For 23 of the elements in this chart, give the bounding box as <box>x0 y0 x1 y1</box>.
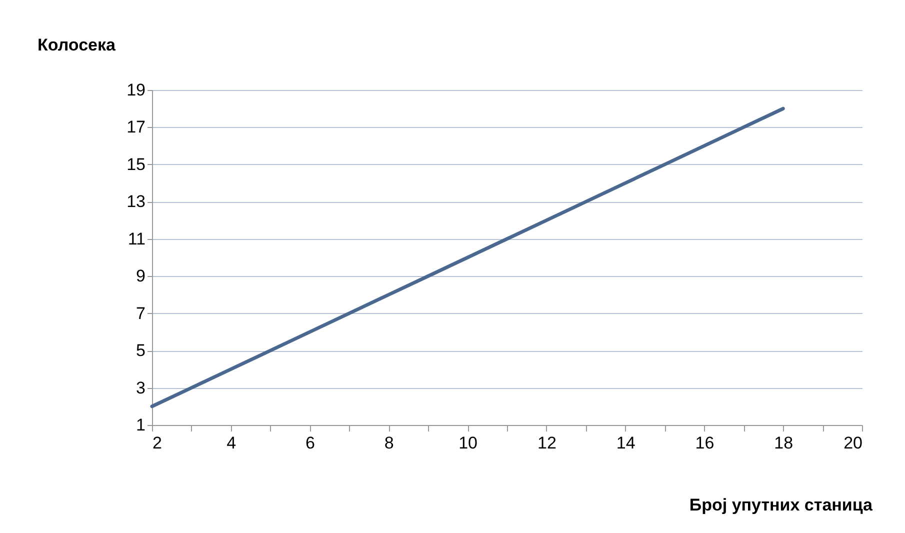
x-tick-label: 20 <box>844 434 862 452</box>
x-tick-label: 16 <box>695 434 714 452</box>
y-axis-title: Колосека <box>38 36 116 54</box>
x-tick-label: 8 <box>384 434 394 452</box>
x-tick-label: 6 <box>306 434 316 452</box>
y-tick-label: 9 <box>136 266 146 286</box>
y-tick-label: 13 <box>126 192 146 212</box>
x-tick-label: 4 <box>226 434 236 452</box>
x-tick-label: 10 <box>458 434 478 452</box>
x-tick-label: 18 <box>774 434 794 452</box>
x-tick-label: 12 <box>537 434 556 452</box>
y-tick-label: 5 <box>136 341 146 360</box>
x-tick-label: 14 <box>616 434 636 452</box>
x-axis-title: Број упутних станица <box>689 496 874 514</box>
y-tick-label: 1 <box>136 416 146 434</box>
y-tick-label: 17 <box>126 118 146 137</box>
y-tick-label: 3 <box>136 378 146 398</box>
y-tick-label: 11 <box>128 229 146 248</box>
y-tick-label: 19 <box>126 80 146 100</box>
y-tick-label: 7 <box>136 304 146 323</box>
y-tick-label: 15 <box>126 154 146 174</box>
line-series <box>150 106 785 408</box>
x-tick-label: 2 <box>152 434 162 452</box>
